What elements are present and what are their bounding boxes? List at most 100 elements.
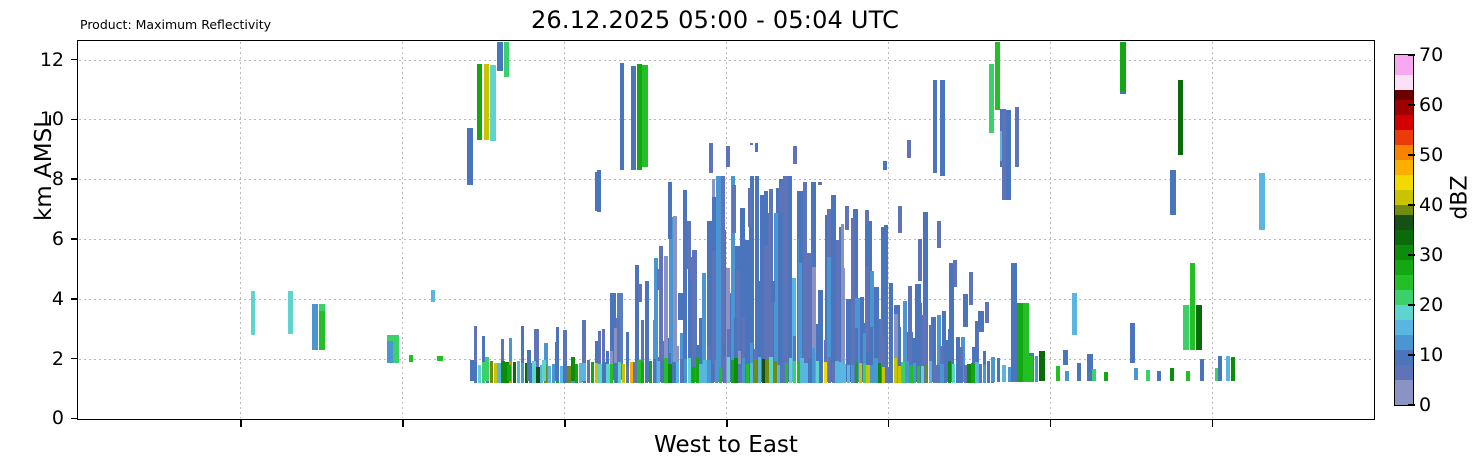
reflectivity-column (898, 206, 903, 233)
reflectivity-column (808, 358, 812, 384)
reflectivity-column (667, 182, 672, 239)
y-tick-mark (71, 238, 77, 240)
reflectivity-column (319, 310, 325, 350)
reflectivity-column (582, 319, 587, 383)
reflectivity-column (1013, 363, 1017, 382)
reflectivity-column (988, 64, 995, 133)
reflectivity-column (1011, 262, 1017, 383)
colorbar-segment (1395, 379, 1413, 405)
reflectivity-column (606, 364, 610, 384)
reflectivity-column (644, 280, 649, 383)
reflectivity-column (680, 333, 684, 359)
reflectivity-column (854, 361, 859, 384)
reflectivity-column (594, 341, 598, 364)
reflectivity-column (854, 327, 858, 362)
y-tick-mark (71, 58, 77, 61)
reflectivity-column (656, 361, 661, 384)
reflectivity-column (800, 357, 804, 384)
gridline-vertical (1049, 41, 1051, 419)
reflectivity-column (312, 304, 318, 350)
reflectivity-column (777, 365, 781, 384)
reflectivity-column (959, 346, 963, 367)
reflectivity-column (714, 360, 719, 384)
reflectivity-column (933, 80, 938, 174)
reflectivity-column (687, 221, 692, 269)
reflectivity-column (526, 349, 531, 381)
reflectivity-column (870, 365, 874, 384)
reflectivity-column (869, 270, 874, 383)
reflectivity-column (862, 333, 866, 364)
reflectivity-column (559, 366, 563, 384)
reflectivity-column (722, 343, 726, 356)
reflectivity-column (757, 357, 761, 384)
colorbar-segment (1395, 55, 1413, 75)
reflectivity-column (745, 240, 750, 383)
reflectivity-column (1225, 356, 1230, 381)
reflectivity-column (586, 359, 591, 384)
reflectivity-column (250, 291, 255, 335)
reflectivity-column (474, 361, 478, 384)
reflectivity-column (864, 209, 870, 383)
colorbar (1394, 54, 1414, 406)
reflectivity-column (909, 364, 913, 384)
reflectivity-column (621, 363, 626, 384)
reflectivity-column (501, 338, 505, 362)
reflectivity-column (781, 366, 785, 384)
reflectivity-column (920, 365, 925, 384)
reflectivity-column (862, 363, 866, 384)
reflectivity-column (660, 358, 664, 384)
reflectivity-column (905, 361, 909, 384)
reflectivity-column (1062, 349, 1069, 365)
reflectivity-column (725, 146, 730, 168)
gridline-vertical (564, 41, 566, 419)
colorbar-tick-label: 40 (1419, 194, 1444, 217)
reflectivity-column (835, 360, 839, 384)
reflectivity-column (509, 338, 513, 362)
colorbar-tick-label: 70 (1419, 44, 1444, 67)
colorbar-tick-label: 20 (1419, 293, 1444, 316)
reflectivity-column (779, 185, 784, 213)
reflectivity-column (602, 328, 606, 363)
reflectivity-column (732, 185, 737, 233)
reflectivity-column (633, 362, 637, 384)
reflectivity-column (387, 340, 393, 364)
y-tick-mark (71, 178, 77, 180)
reflectivity-column (754, 143, 758, 153)
reflectivity-column (1177, 80, 1184, 156)
reflectivity-column (474, 326, 478, 362)
reflectivity-column (983, 364, 987, 384)
reflectivity-column (536, 366, 540, 384)
reflectivity-column (505, 362, 509, 384)
reflectivity-column (1071, 292, 1078, 335)
reflectivity-column (676, 361, 680, 384)
reflectivity-column (579, 363, 583, 384)
reflectivity-column (994, 41, 1001, 111)
reflectivity-column (1199, 358, 1204, 381)
reflectivity-column (613, 362, 618, 384)
reflectivity-column (430, 289, 435, 302)
reflectivity-column (840, 224, 844, 274)
reflectivity-column (652, 359, 657, 384)
reflectivity-column (815, 361, 820, 384)
colorbar-segment (1395, 74, 1413, 90)
reflectivity-column (555, 342, 560, 381)
reflectivity-column (922, 315, 927, 383)
reflectivity-column (637, 360, 641, 384)
reflectivity-column (668, 364, 672, 384)
y-tick-mark (71, 118, 77, 121)
reflectivity-column (879, 318, 884, 383)
reflectivity-column (654, 258, 659, 383)
colorbar-segment (1395, 229, 1413, 245)
reflectivity-column (939, 80, 946, 177)
reflectivity-column (778, 179, 783, 383)
reflectivity-column (1129, 322, 1136, 364)
reflectivity-column (629, 361, 633, 384)
reflectivity-column (819, 360, 824, 384)
colorbar-tick-mark (1408, 304, 1415, 306)
reflectivity-column (804, 362, 808, 384)
y-axis-label: km AMSL (31, 114, 57, 222)
x-tick-mark (240, 420, 243, 427)
reflectivity-column (948, 360, 952, 384)
y-axis: 0 2 4 6 8 10 12 (0, 40, 77, 429)
reflectivity-column (730, 360, 734, 384)
